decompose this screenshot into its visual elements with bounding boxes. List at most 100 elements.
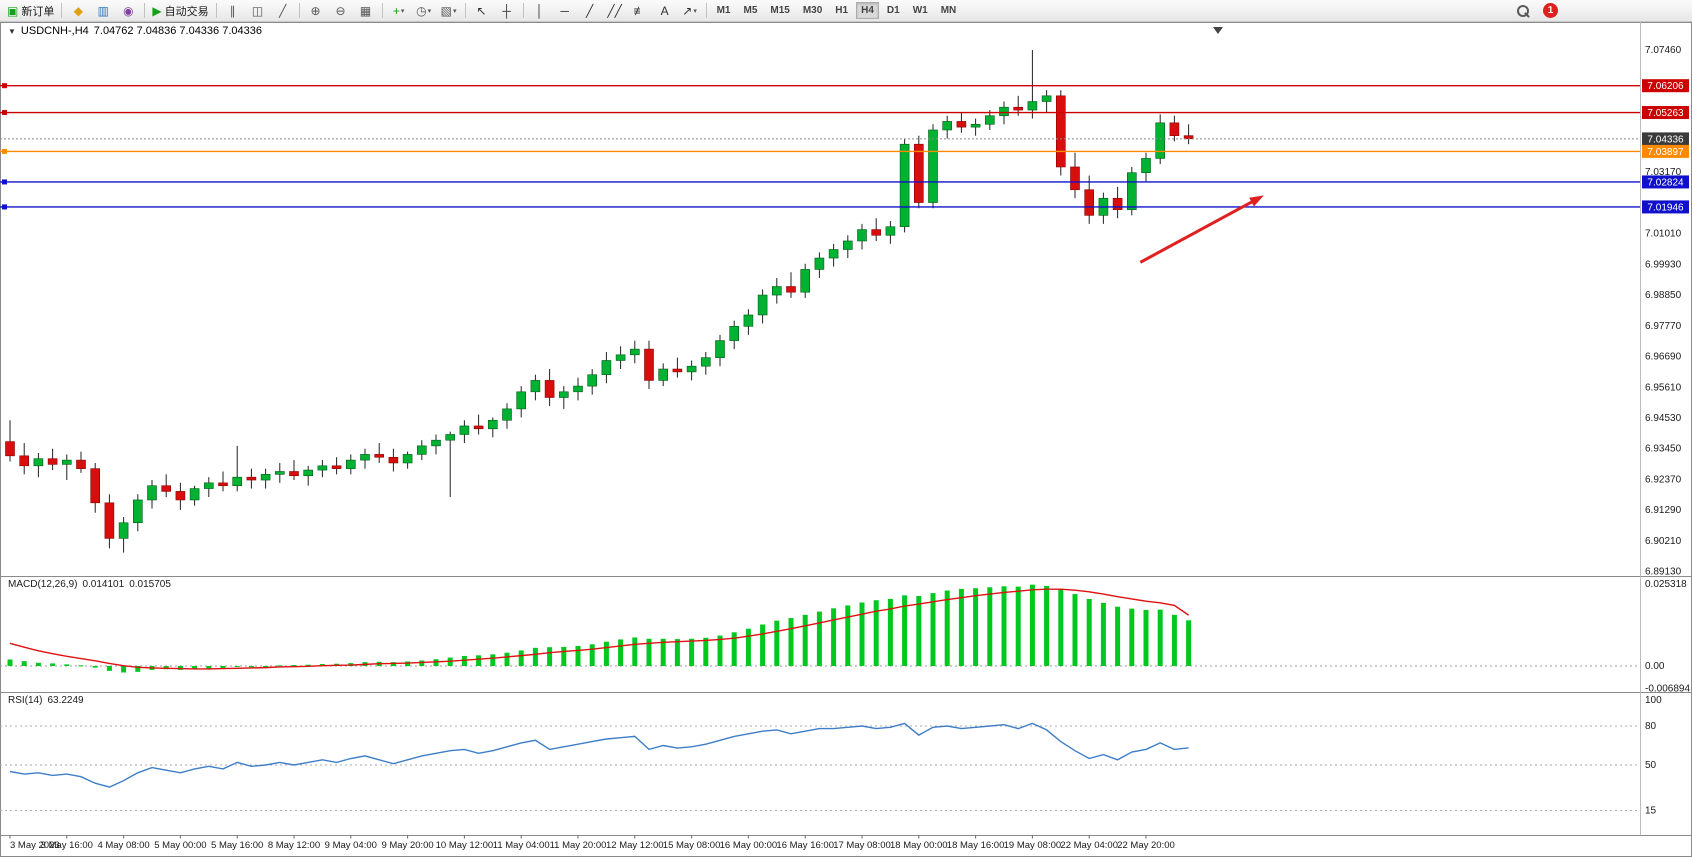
price-badge-label: 7.06206	[1647, 81, 1684, 92]
chart-symbol-title: USDCNH-,H4	[20, 25, 89, 37]
navigator-icon: ◉	[123, 3, 134, 18]
chevron-down-icon: ▾	[693, 7, 697, 15]
search-icon	[1517, 4, 1529, 17]
candle	[1098, 192, 1109, 224]
price-axis-label: 6.89130	[1645, 567, 1682, 578]
chart-collapse-button[interactable]: ▼	[8, 26, 16, 36]
candle	[700, 351, 711, 375]
price-axis-label: 6.92370	[1645, 474, 1682, 485]
line-handle[interactable]	[2, 148, 7, 154]
line-handle[interactable]	[2, 204, 7, 210]
line-handle[interactable]	[2, 83, 7, 89]
horizontal-line-object[interactable]: 7.02824	[0, 175, 1689, 189]
horizontal-line-object[interactable]: 7.03897	[0, 144, 1689, 158]
rsi-axis-label: 15	[1645, 806, 1657, 817]
templates-button[interactable]: ▧ ▾	[437, 1, 461, 21]
search-button[interactable]	[1515, 3, 1531, 19]
candle	[786, 272, 796, 298]
crosshair-icon: ┼	[502, 3, 511, 18]
horizontal-line-object[interactable]: 7.01946	[0, 200, 1689, 214]
date-axis-label: 22 May 20:00	[1117, 840, 1175, 851]
price-badge-label: 7.03897	[1647, 147, 1684, 158]
candle	[161, 474, 171, 498]
data-window-button[interactable]: ▥	[91, 1, 115, 21]
price-axis-label: 6.95610	[1645, 382, 1682, 393]
arrows-button[interactable]: ↗ ▾	[678, 1, 702, 21]
timeframe-w1[interactable]: W1	[912, 5, 928, 16]
candle	[558, 386, 569, 409]
candle	[289, 460, 299, 481]
bar-chart-button[interactable]: ∥	[221, 1, 245, 21]
horizontal-line-button[interactable]: ─	[553, 1, 577, 21]
current-price-line[interactable]: 7.04336	[0, 132, 1689, 146]
candle	[459, 420, 470, 444]
line-handle[interactable]	[2, 110, 7, 116]
date-axis-label: 5 May 16:00	[211, 840, 263, 851]
zoom-out-icon: ⊖	[335, 3, 346, 18]
candle	[771, 277, 782, 304]
equidistant-channel-button[interactable]: ╱╱	[603, 1, 627, 21]
chevron-down-icon: ▾	[427, 7, 432, 15]
chart-canvas[interactable]: 7.07460 7.03170 7.01010 6.99930 6.98850 6.977…	[0, 22, 1692, 857]
timeframe-h4[interactable]: H4	[856, 2, 879, 19]
candle	[402, 451, 413, 469]
date-axis-label: 11 May 04:00	[493, 840, 550, 851]
date-axis-label: 3 May 2023	[10, 840, 60, 851]
timeframe-m5[interactable]: M5	[743, 5, 758, 16]
line-handle[interactable]	[2, 179, 7, 185]
macd-signal-line	[9, 588, 1189, 670]
vertical-line-button[interactable]: │	[528, 1, 552, 21]
candle	[118, 517, 129, 553]
price-badge-label: 7.05263	[1647, 108, 1684, 119]
horizontal-line-object[interactable]: 7.05263	[0, 106, 1689, 120]
candle	[615, 346, 626, 370]
horizontal-line-object[interactable]: 7.06206	[0, 79, 1689, 93]
candlestick-chart-button[interactable]: ◫	[246, 1, 270, 21]
candle	[516, 386, 527, 418]
zoom-out-button[interactable]: ⊖	[329, 1, 353, 21]
candle	[90, 462, 100, 513]
date-axis-label: 15 May 08:00	[663, 840, 721, 851]
candle	[828, 243, 839, 267]
fibonacci-button[interactable]: ≢	[628, 1, 652, 21]
price-badge	[1642, 175, 1689, 189]
trendline-button[interactable]: ╱	[578, 1, 602, 21]
candle	[1070, 152, 1080, 199]
tile-windows-button[interactable]: ▦	[354, 1, 378, 21]
chart-shift-marker[interactable]	[1213, 27, 1223, 34]
periods-button[interactable]: ◷ ▾	[412, 1, 436, 21]
date-axis-label: 12 May 12:00	[606, 840, 664, 851]
timeframe-m30[interactable]: M30	[802, 5, 823, 16]
rsi-indicator-label: RSI(14) 63.2249	[8, 695, 89, 706]
candle	[757, 289, 768, 324]
candle	[913, 135, 924, 209]
timeframe-d1[interactable]: D1	[886, 5, 900, 16]
indicators-button[interactable]: + ▾	[387, 1, 411, 21]
crosshair-button[interactable]: ┼	[495, 1, 519, 21]
timeframe-mn[interactable]: MN	[940, 5, 957, 16]
new-order-button[interactable]: ▣ 新订单	[4, 1, 57, 21]
timeframe-h1[interactable]: H1	[835, 5, 849, 16]
main-toolbar: ▣ 新订单 ◆ ▥ ◉ ▶ 自动交易 ∥ ◫ ╱ ⊕ ⊖ ▦ + ▾ ◷ ▾ ▧ ▾ ↖ ┼ │ ─ ╱ ╱╱ ≢ A ↗ ▾ M1 M5 M…	[0, 0, 1692, 22]
autotrading-label: 自动交易	[164, 5, 209, 18]
price-badge	[1642, 79, 1689, 93]
cursor-button[interactable]: ↖	[470, 1, 494, 21]
candle	[1127, 166, 1137, 216]
candles	[5, 50, 1194, 553]
zoom-in-button[interactable]: ⊕	[304, 1, 328, 21]
candle	[629, 340, 640, 364]
market-watch-button[interactable]: ◆	[66, 1, 90, 21]
candle	[1169, 115, 1180, 142]
chevron-down-icon: ▾	[400, 7, 405, 15]
timeframe-m1[interactable]: M1	[716, 5, 731, 16]
timeframe-m15[interactable]: M15	[770, 5, 790, 16]
arrows-icon: ↗	[682, 3, 693, 18]
candle	[942, 115, 953, 139]
line-chart-button[interactable]: ╱	[271, 1, 295, 21]
text-button[interactable]: A	[653, 1, 677, 21]
trend-arrow[interactable]	[1139, 195, 1264, 264]
notification-badge[interactable]: 1	[1543, 3, 1558, 18]
candle	[331, 457, 342, 475]
autotrading-button[interactable]: ▶ 自动交易	[149, 1, 211, 21]
navigator-button[interactable]: ◉	[116, 1, 140, 21]
